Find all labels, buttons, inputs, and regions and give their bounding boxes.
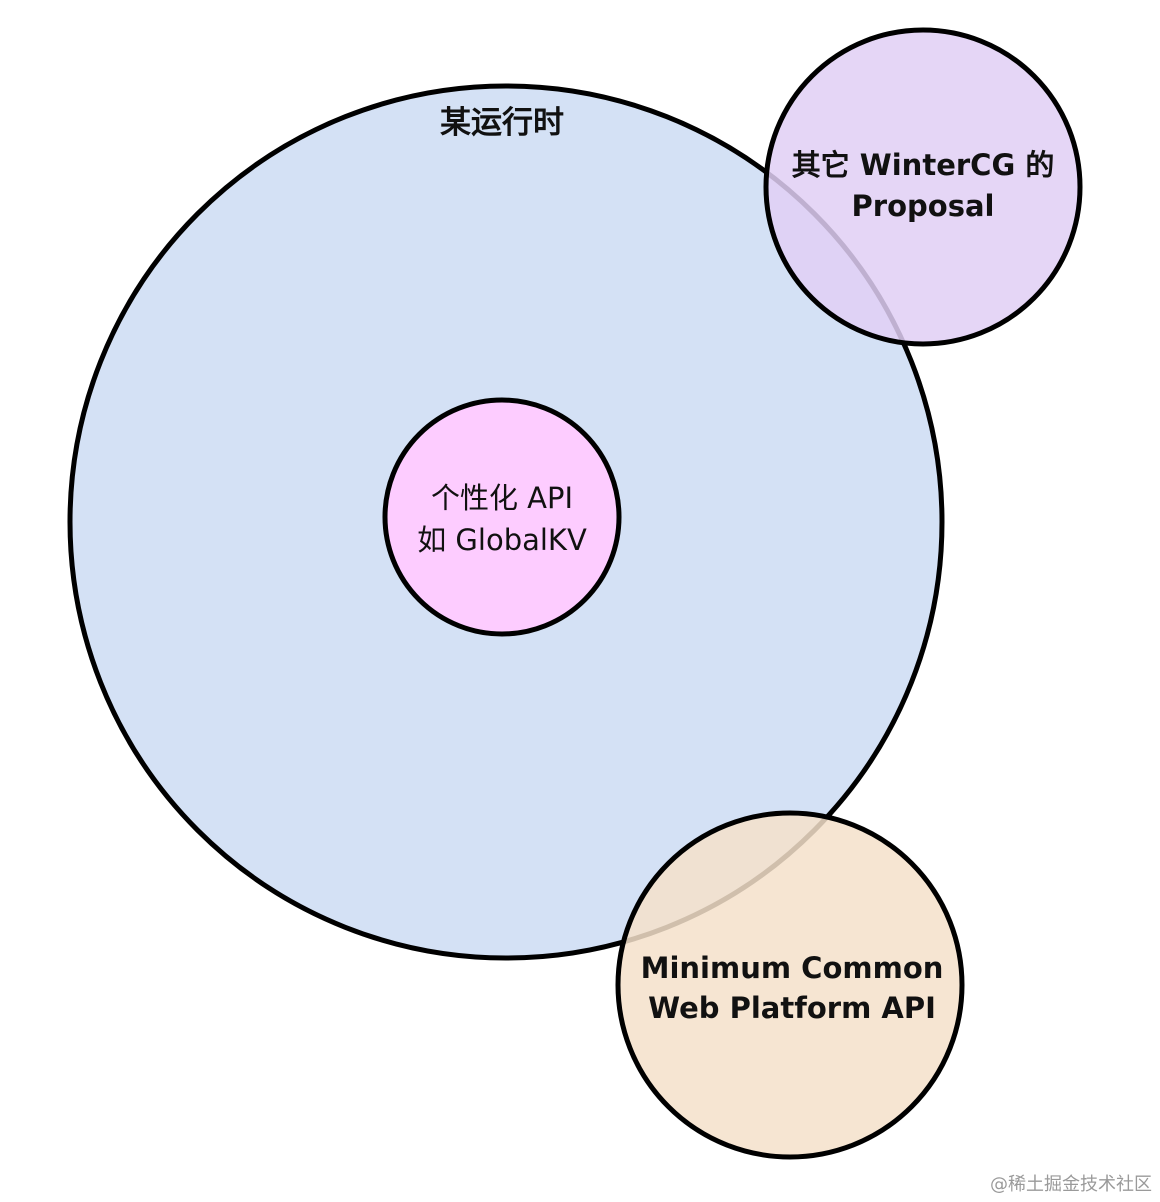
custom-api-group — [382, 397, 622, 637]
min-common-label-line1: Minimum Common — [641, 951, 944, 985]
custom-api-label-line1: 个性化 API — [431, 481, 573, 515]
custom-api-circle — [382, 397, 622, 637]
watermark-text: @稀土掘金技术社区 — [990, 1174, 1152, 1195]
proposal-label-line2: Proposal — [852, 189, 995, 223]
runtime-label: 某运行时 — [440, 105, 564, 141]
min-common-label-line2: Web Platform API — [648, 991, 936, 1025]
min-common-circle — [615, 810, 965, 1160]
proposal-circle — [763, 27, 1083, 347]
custom-api-label-line2: 如 GlobalKV — [417, 523, 587, 557]
proposal-label-line1: 其它 WinterCG 的 — [792, 148, 1055, 182]
proposal-group — [763, 27, 1083, 347]
min-common-group — [615, 810, 965, 1160]
